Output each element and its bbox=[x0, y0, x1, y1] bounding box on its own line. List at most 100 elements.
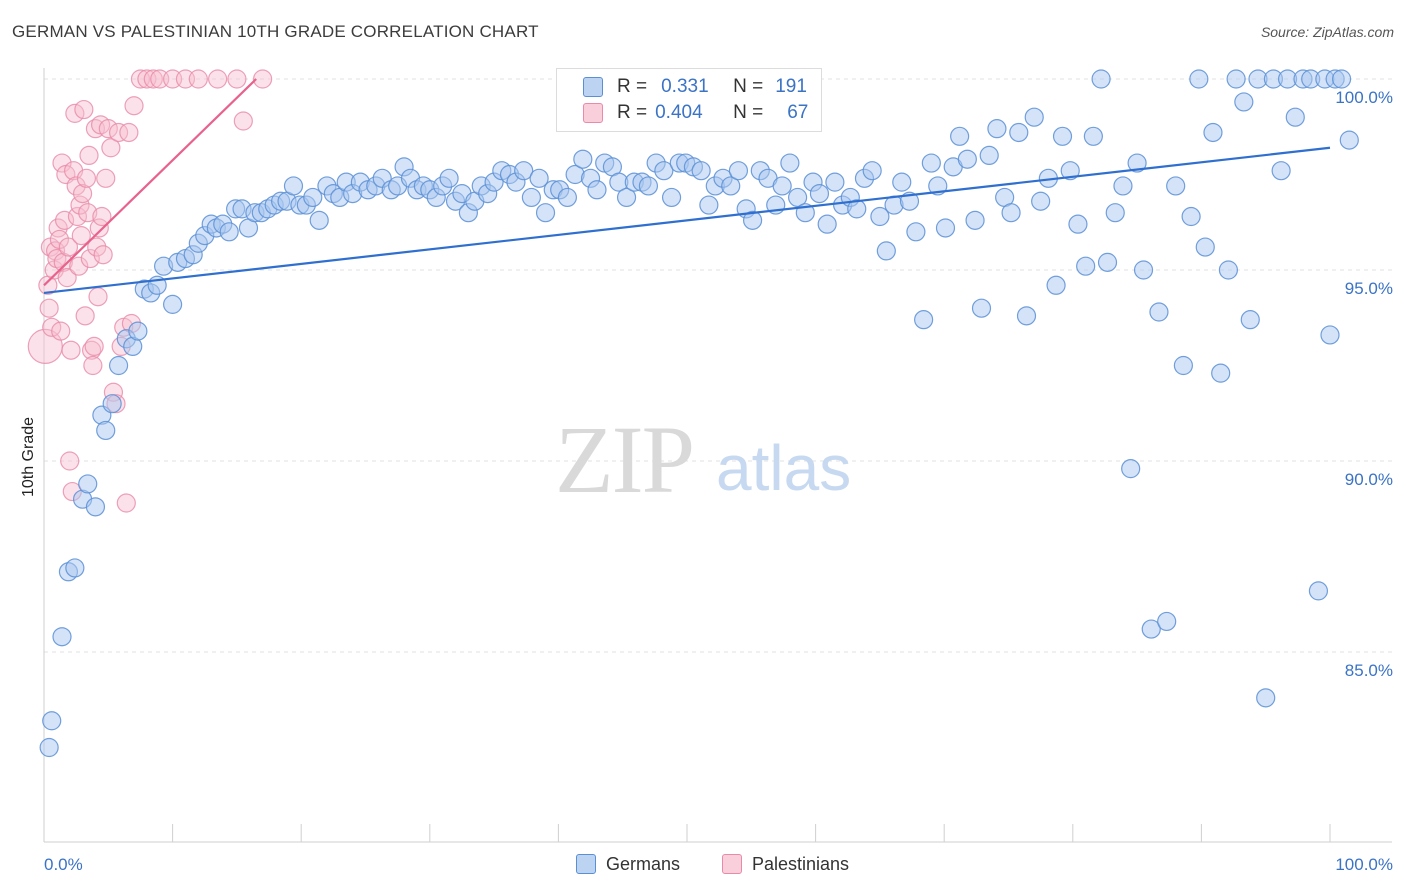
german-point bbox=[742, 210, 763, 230]
german-point bbox=[1173, 355, 1193, 376]
german-point bbox=[303, 187, 323, 208]
german-point bbox=[1285, 107, 1305, 127]
german-point bbox=[870, 206, 890, 227]
legend-row-palestinians: R = 0.404 N = 67 bbox=[583, 101, 808, 125]
german-point bbox=[1271, 161, 1291, 181]
palestinian-point bbox=[52, 153, 72, 173]
german-point bbox=[65, 558, 85, 578]
legend-r-value: 0.331 bbox=[661, 76, 709, 97]
palestinian-point bbox=[76, 168, 97, 188]
german-point bbox=[817, 214, 837, 234]
palestinian-point bbox=[233, 111, 253, 131]
palestinian-point bbox=[60, 451, 80, 471]
watermark-zip: ZIP bbox=[555, 406, 693, 513]
german-point bbox=[1149, 302, 1169, 322]
german-point bbox=[1339, 130, 1359, 150]
german-point bbox=[439, 168, 459, 188]
palestinian-point bbox=[61, 340, 81, 360]
palestinian-point bbox=[188, 69, 208, 89]
german-point bbox=[971, 298, 992, 318]
german-point bbox=[1076, 256, 1096, 276]
german-point bbox=[1091, 69, 1111, 89]
german-point bbox=[825, 172, 845, 192]
source-label: Source: ZipAtlas.com bbox=[1260, 24, 1394, 40]
palestinian-point bbox=[72, 184, 93, 204]
palestinian-point bbox=[108, 122, 129, 143]
german-point bbox=[1016, 306, 1037, 326]
german-point bbox=[1105, 203, 1125, 223]
german-point bbox=[1331, 69, 1352, 89]
tick-labels: 85.0% 90.0% 95.0% 100.0% 0.0% 100.0% 10th Grad… bbox=[20, 88, 1393, 874]
palestinian-point bbox=[66, 176, 86, 196]
palestinian-point bbox=[208, 69, 228, 89]
german-point bbox=[914, 310, 934, 330]
german-point bbox=[78, 474, 98, 494]
german-point bbox=[1211, 363, 1231, 383]
palestinian-point bbox=[51, 321, 71, 341]
palestinian-point bbox=[71, 226, 91, 246]
german-point bbox=[1024, 107, 1044, 127]
german-point bbox=[979, 145, 999, 165]
palestinian-point bbox=[58, 237, 79, 257]
palestinian-point bbox=[119, 122, 139, 143]
german-point bbox=[557, 187, 578, 208]
german-point bbox=[1166, 176, 1186, 196]
german-point bbox=[987, 119, 1007, 139]
german-point bbox=[1240, 310, 1260, 330]
german-point bbox=[809, 184, 830, 204]
palestinian-point bbox=[87, 237, 107, 257]
palestinian-point bbox=[93, 245, 113, 265]
german-trend-line bbox=[43, 146, 1331, 295]
legend-row-germans: R = 0.331 N = 191 bbox=[583, 75, 807, 99]
palestinian-point bbox=[116, 493, 136, 513]
german-point bbox=[163, 294, 183, 314]
german-point bbox=[950, 126, 970, 146]
german-point bbox=[1133, 260, 1154, 280]
german-point bbox=[1195, 237, 1215, 257]
palestinian-point bbox=[101, 138, 121, 158]
german-point bbox=[1203, 122, 1223, 143]
bottom-legend-germans: Germans bbox=[576, 852, 680, 876]
palestinian-swatch bbox=[722, 854, 742, 874]
palestinian-point bbox=[78, 203, 98, 223]
german-point bbox=[1097, 252, 1118, 272]
palestinian-point bbox=[70, 195, 90, 215]
german-point bbox=[1068, 214, 1088, 234]
german-point bbox=[1113, 176, 1133, 196]
palestinian-point bbox=[83, 355, 103, 376]
german-point bbox=[1157, 611, 1177, 632]
german-point bbox=[102, 394, 122, 414]
palestinian-swatch bbox=[583, 103, 603, 123]
german-point bbox=[876, 241, 896, 261]
legend-n-label: N = bbox=[733, 76, 764, 97]
palestinian-point bbox=[53, 252, 73, 272]
german-point bbox=[1320, 325, 1340, 345]
legend-r-label: R = bbox=[617, 76, 648, 97]
palestinian-point bbox=[45, 241, 66, 261]
german-point bbox=[535, 203, 556, 223]
palestinian-point bbox=[80, 248, 100, 269]
german-point bbox=[616, 187, 637, 208]
german-point bbox=[1127, 153, 1147, 173]
german-point bbox=[935, 218, 956, 238]
german-point bbox=[309, 210, 329, 230]
correlation-legend: R = 0.331 N = 191 R = 0.404 N = 67 bbox=[556, 68, 822, 132]
watermark-atlas: atlas bbox=[716, 432, 851, 504]
german-point bbox=[573, 149, 593, 169]
legend-r-value: 0.404 bbox=[655, 102, 703, 123]
german-point bbox=[957, 149, 977, 169]
palestinian-point bbox=[88, 287, 108, 307]
bottom-legend-label: Palestinians bbox=[752, 853, 850, 874]
german-point bbox=[699, 195, 719, 215]
chart-title: GERMAN VS PALESTINIAN 10TH GRADE CORRELA… bbox=[12, 22, 539, 41]
german-point bbox=[1060, 161, 1080, 181]
y-tick-label: 95.0% bbox=[1345, 279, 1393, 298]
palestinian-point bbox=[79, 145, 99, 165]
x-tick-label: 100.0% bbox=[1335, 855, 1393, 874]
german-point bbox=[1218, 260, 1239, 280]
german-point bbox=[847, 199, 867, 219]
german-point bbox=[721, 176, 741, 196]
german-point bbox=[1181, 206, 1201, 227]
german-point bbox=[529, 168, 549, 188]
